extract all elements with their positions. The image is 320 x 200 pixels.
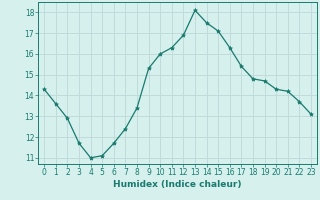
X-axis label: Humidex (Indice chaleur): Humidex (Indice chaleur) bbox=[113, 180, 242, 189]
